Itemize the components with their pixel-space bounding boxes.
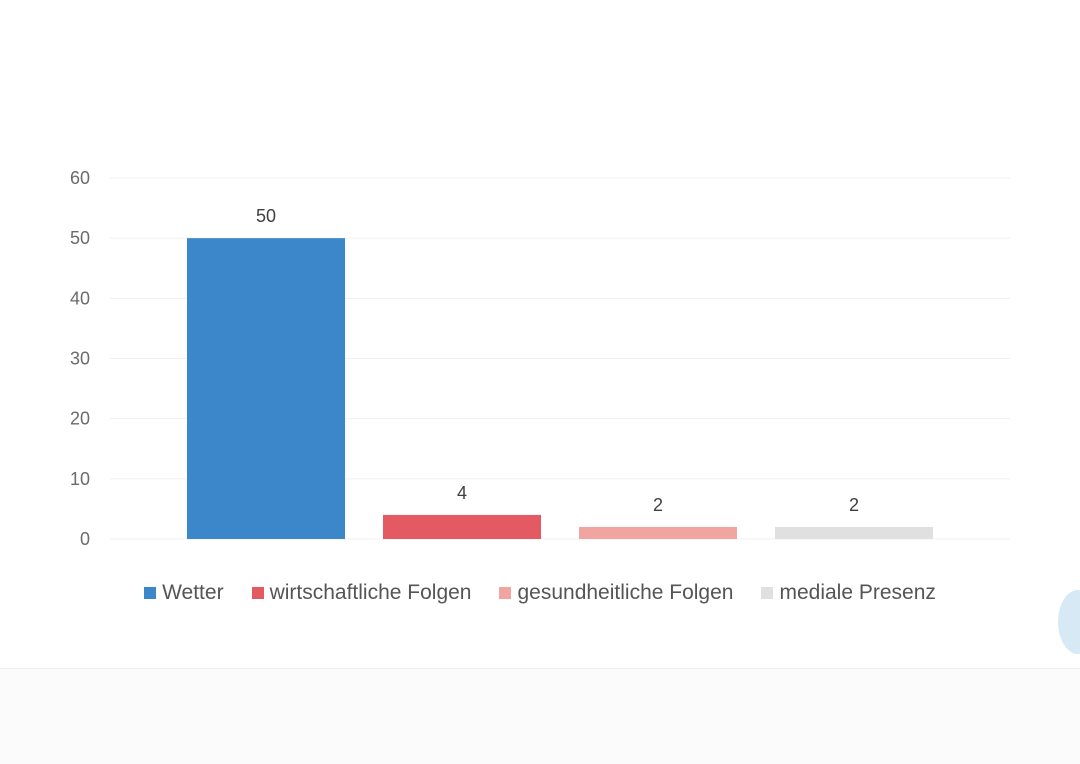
page-bottom-band (0, 668, 1080, 764)
bar-2 (579, 526, 737, 539)
legend-label: Wetter (162, 581, 224, 604)
legend-item-wetter: Wetter (144, 581, 224, 605)
y-tick-label: 30 (70, 349, 90, 369)
y-tick-label: 20 (70, 409, 90, 429)
y-tick-label: 50 (70, 228, 90, 248)
legend-item-wirtschaftliche-folgen: wirtschaftliche Folgen (251, 581, 472, 605)
y-tick-label: 40 (70, 288, 90, 308)
y-tick-label: 10 (70, 469, 90, 489)
legend-item-mediale-presenz: mediale Presenz (761, 581, 936, 605)
legend-swatch (251, 587, 264, 599)
data-label-2: 2 (653, 495, 663, 515)
legend-label: wirtschaftliche Folgen (269, 581, 472, 604)
chart-legend: Wetter wirtschaftliche Folgen gesundheit… (0, 578, 1080, 608)
legend-swatch (499, 587, 512, 599)
data-label-1: 4 (457, 483, 467, 503)
legend-swatch (761, 587, 774, 599)
legend-label: mediale Presenz (779, 581, 936, 604)
bar-0 (187, 238, 345, 539)
y-tick-label: 0 (80, 529, 90, 549)
legend-item-gesundheitliche-folgen: gesundheitliche Folgen (499, 581, 733, 605)
data-label-0: 50 (256, 206, 276, 226)
legend-label: gesundheitliche Folgen (517, 581, 734, 604)
bar-1 (383, 514, 541, 539)
y-tick-label: 60 (70, 168, 90, 188)
corner-decoration (1058, 590, 1080, 654)
legend-swatch (144, 587, 157, 599)
bar-3 (775, 526, 933, 539)
data-label-3: 2 (849, 495, 859, 515)
